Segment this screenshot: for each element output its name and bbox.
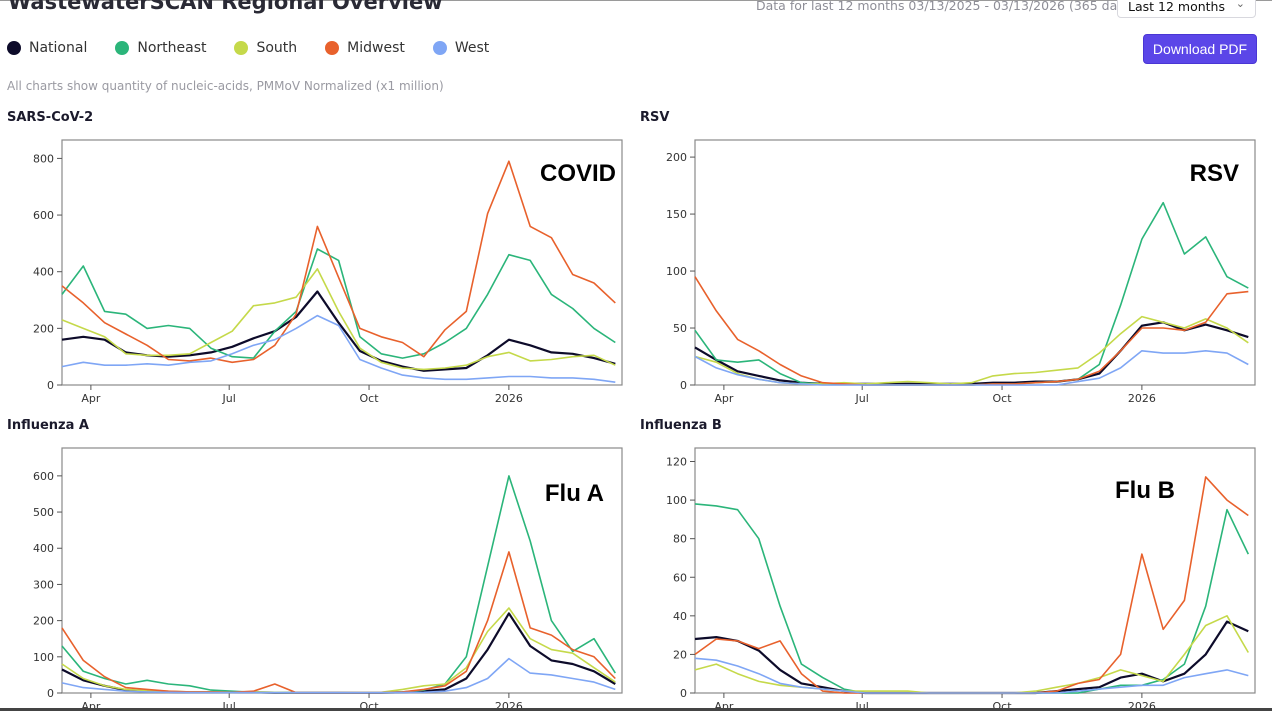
time-range-select[interactable]: Last 12 months ⌄ <box>1117 0 1256 18</box>
series-line-west <box>694 657 1249 694</box>
y-tick-label: 20 <box>673 648 687 661</box>
chart-annotation: COVID <box>540 160 616 187</box>
x-tick-label: Jul <box>855 392 869 405</box>
legend-label: West <box>454 40 490 56</box>
chart-sars-cov-2: 0 200 400 600 800 Apr Jul Oct 2026 COVID <box>33 139 623 405</box>
y-tick-label: 300 <box>33 578 54 591</box>
series-line-south <box>61 268 616 371</box>
x-tick-label: Jul <box>222 392 236 405</box>
series-line-west <box>61 657 616 694</box>
series-line-midwest <box>61 551 616 694</box>
x-tick-label: Jul <box>222 700 236 711</box>
chart-influenza-b: 0 20 40 60 80 100 120 Apr Jul Oct 2026 Flu B <box>666 447 1256 711</box>
plot-frame <box>694 139 1256 386</box>
legend-item-midwest: Midwest <box>325 40 405 56</box>
x-tick-label: 2026 <box>1128 700 1156 711</box>
series-line-national <box>61 290 616 372</box>
units-note: All charts show quantity of nucleic-acid… <box>7 79 444 93</box>
legend-item-south: South <box>234 40 297 56</box>
time-range-value: Last 12 months <box>1128 0 1225 14</box>
x-tick-label: Apr <box>714 700 734 711</box>
y-tick-label: 100 <box>33 651 54 664</box>
y-tick-label: 0 <box>47 687 54 700</box>
series-line-midwest <box>61 160 616 364</box>
chart-annotation: Flu A <box>545 480 604 507</box>
chart-title-rsv: RSV <box>640 110 670 125</box>
legend-dot-icon <box>234 41 249 55</box>
legend-item-west: West <box>432 40 490 56</box>
legend-label: National <box>29 40 88 56</box>
legend-dot-icon <box>115 41 130 55</box>
legend-item-northeast: Northeast <box>115 40 206 56</box>
x-tick-label: 2026 <box>1128 392 1156 405</box>
x-tick-label: 2026 <box>495 700 523 711</box>
y-tick-label: 600 <box>33 470 54 483</box>
series-line-northeast <box>61 248 616 359</box>
chart-annotation: RSV <box>1190 160 1239 187</box>
x-tick-label: Oct <box>360 700 380 711</box>
legend-item-national: National <box>7 40 87 56</box>
legend-dot-icon <box>325 41 340 55</box>
y-tick-label: 400 <box>33 542 54 555</box>
legend-dot-icon <box>7 41 21 55</box>
chevron-down-icon: ⌄ <box>1235 0 1245 10</box>
series-line-northeast <box>694 503 1250 694</box>
x-tick-label: Jul <box>855 700 869 711</box>
chart-title-influenza-a: Influenza A <box>7 418 89 433</box>
x-tick-label: Oct <box>360 392 380 405</box>
x-tick-label: Apr <box>714 392 734 405</box>
series-line-west <box>61 314 616 383</box>
x-tick-label: Apr <box>81 392 101 405</box>
chart-title-sars-cov-2: SARS-CoV-2 <box>7 110 94 125</box>
y-tick-label: 200 <box>666 151 687 164</box>
legend-label: South <box>256 40 298 56</box>
y-tick-label: 800 <box>33 152 54 165</box>
legend-dot-icon <box>432 41 447 55</box>
top-border <box>0 0 1272 1</box>
y-tick-label: 50 <box>673 322 687 335</box>
chart-annotation: Flu B <box>1115 477 1175 504</box>
x-tick-label: Oct <box>993 700 1013 711</box>
series-line-national <box>694 321 1249 385</box>
chart-title-influenza-b: Influenza B <box>640 418 722 433</box>
y-tick-label: 100 <box>666 265 687 278</box>
page-title: WastewaterSCAN Regional Overview <box>8 0 443 14</box>
y-tick-label: 100 <box>666 494 687 507</box>
legend-label: Northeast <box>137 40 207 56</box>
y-tick-label: 0 <box>680 379 687 392</box>
y-tick-label: 150 <box>666 208 687 221</box>
y-tick-label: 120 <box>666 456 687 469</box>
y-tick-label: 60 <box>673 571 687 584</box>
y-tick-label: 400 <box>33 266 54 279</box>
x-tick-label: Apr <box>81 700 101 711</box>
download-pdf-button[interactable]: Download PDF <box>1143 34 1257 64</box>
series-line-midwest <box>694 476 1249 694</box>
series-line-northeast <box>694 201 1249 386</box>
legend: National Northeast South Midwest West <box>7 40 517 56</box>
y-tick-label: 40 <box>673 610 687 623</box>
chart-rsv: 0 50 100 150 200 Apr Jul Oct 2026 RSV <box>666 139 1256 405</box>
series-line-midwest <box>694 276 1249 386</box>
x-tick-label: 2026 <box>495 392 523 405</box>
chart-influenza-a: 0 100 200 300 400 500 600 Apr Jul Oct 2026 Flu A <box>33 447 623 711</box>
x-tick-label: Oct <box>993 392 1013 405</box>
y-tick-label: 600 <box>33 209 54 222</box>
legend-label: Midwest <box>347 40 405 56</box>
date-range-text: Data for last 12 months 03/13/2025 - 03/… <box>756 0 1137 13</box>
y-tick-label: 200 <box>33 615 54 628</box>
series-line-south <box>694 315 1249 385</box>
y-tick-label: 0 <box>680 687 687 700</box>
y-tick-label: 200 <box>33 322 54 335</box>
bottom-border <box>0 708 1272 711</box>
series-line-northeast <box>61 475 616 694</box>
y-tick-label: 0 <box>47 379 54 392</box>
y-tick-label: 500 <box>33 506 54 519</box>
y-tick-label: 80 <box>673 533 687 546</box>
series-line-west <box>694 350 1249 386</box>
plot-frame <box>61 139 623 386</box>
